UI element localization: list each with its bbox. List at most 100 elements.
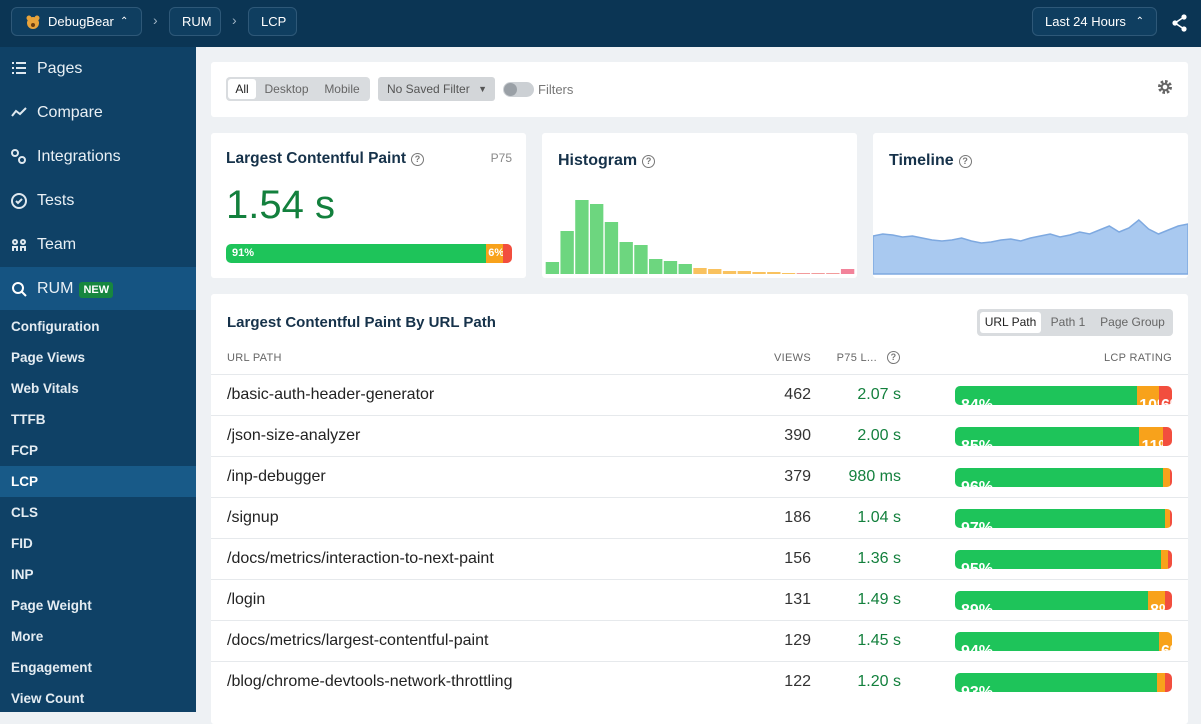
sub-nav-item[interactable]: Configuration <box>11 319 100 334</box>
device-option[interactable]: Desktop <box>264 82 309 96</box>
sub-nav-item[interactable]: View Count <box>11 691 85 706</box>
share-icon[interactable] <box>1172 14 1188 32</box>
sub-nav-item[interactable]: FCP <box>11 443 38 458</box>
rating-bar: 96% <box>955 468 1172 487</box>
url-path: /login <box>227 591 266 608</box>
histogram-bar <box>604 222 619 274</box>
nav-icon <box>11 149 27 164</box>
rating-label: 96% <box>961 479 993 487</box>
project-selector[interactable]: DebugBear ⌃ <box>11 7 142 36</box>
histogram-chart <box>545 200 855 274</box>
sub-nav-item[interactable]: Engagement <box>11 660 93 675</box>
filter-switch[interactable] <box>503 82 534 97</box>
nav-item-active[interactable]: RUM NEW <box>0 267 196 310</box>
table-row[interactable]: /blog/chrome-devtools-network-throttling… <box>211 661 1188 702</box>
p75-lcp: 1.36 s <box>857 550 901 567</box>
p75-lcp: 980 ms <box>848 468 901 485</box>
rating-segment: 6% <box>486 244 504 263</box>
nav-label: Team <box>37 236 77 253</box>
new-badge: NEW <box>79 282 114 298</box>
nav-label: Tests <box>37 192 75 209</box>
rating-segment <box>1167 550 1172 569</box>
summary-card: Largest Contentful Paint? P75 1.54 s 91%… <box>211 133 526 278</box>
rating-label: 85% <box>961 438 993 446</box>
icon-shape <box>11 149 27 164</box>
sub-nav-item[interactable]: Page Weight <box>11 598 92 613</box>
rating-segment: 6% <box>1158 386 1172 405</box>
top-bar: DebugBear ⌃ › RUM › LCP Last 24 Hours ⌃ <box>0 0 1201 47</box>
url-path: /docs/metrics/interaction-to-next-paint <box>227 550 494 567</box>
sub-nav-item[interactable]: Web Vitals <box>11 381 79 396</box>
table-row[interactable]: /docs/metrics/interaction-to-next-paint 1… <box>211 538 1188 579</box>
column-header: LCP RATING <box>1104 352 1172 364</box>
rating-segment: 6% <box>1158 632 1172 651</box>
group-tab[interactable]: URL Path <box>980 312 1041 333</box>
sub-nav-item-active[interactable]: LCP <box>0 466 196 497</box>
sub-nav-item[interactable]: CLS <box>11 505 38 520</box>
device-option[interactable]: Mobile <box>324 82 360 96</box>
settings-icon[interactable] <box>1157 79 1173 95</box>
histogram-bar <box>619 242 633 274</box>
rating-label: 11% <box>1141 438 1163 446</box>
device-option[interactable]: All <box>228 79 256 99</box>
nav-item[interactable]: Tests <box>0 179 196 223</box>
table-row[interactable]: /signup 186 1.04 s 97% <box>211 497 1188 538</box>
filter-label: Filters <box>538 82 574 97</box>
group-tab[interactable]: Path 1 <box>1050 315 1086 329</box>
breadcrumb[interactable]: RUM <box>169 7 221 36</box>
saved-filter-label: No Saved Filter <box>387 82 470 96</box>
nav-item[interactable]: Team <box>0 223 196 267</box>
sub-nav-item[interactable]: INP <box>11 567 34 582</box>
table-row[interactable]: /login 131 1.49 s 89% 8% <box>211 579 1188 620</box>
rating-segment: 8% <box>1148 591 1166 610</box>
histogram-bar <box>722 271 737 274</box>
rating-label: 97% <box>961 520 993 528</box>
rating-segment: 84% <box>955 386 1138 405</box>
url-path: /blog/chrome-devtools-network-throttling <box>227 673 513 690</box>
sub-nav-item[interactable]: FID <box>11 536 33 551</box>
nav-icon <box>11 193 27 209</box>
rating-bar: 89% 8% <box>955 591 1172 610</box>
group-tab[interactable]: Page Group <box>1100 315 1165 329</box>
url-path: /basic-auth-header-generator <box>227 386 435 403</box>
views: 156 <box>784 550 811 567</box>
table-row[interactable]: /json-size-analyzer 390 2.00 s 85% 11% <box>211 415 1188 456</box>
views: 390 <box>784 427 811 444</box>
p75-lcp: 2.07 s <box>857 386 901 403</box>
project-name: DebugBear <box>48 14 114 29</box>
timeline-chart <box>873 219 1188 275</box>
rating-segment <box>1161 550 1168 569</box>
nav-item[interactable]: Integrations <box>0 135 196 179</box>
views: 462 <box>784 386 811 403</box>
sub-nav-item[interactable]: Page Views <box>11 350 86 365</box>
rating-label: 6% <box>1161 643 1172 651</box>
icon-shape <box>11 107 27 117</box>
table-row[interactable]: /docs/metrics/largest-contentful-paint 12… <box>211 620 1188 661</box>
histogram-bar <box>840 269 855 274</box>
histogram-bar <box>634 245 648 274</box>
nav-icon <box>12 62 26 74</box>
saved-filter[interactable]: No Saved Filter ▼ <box>378 77 495 101</box>
stat-label: P75 <box>490 151 512 165</box>
table-row[interactable]: /basic-auth-header-generator 462 2.07 s 84%… <box>211 374 1188 415</box>
sub-nav-item[interactable]: More <box>11 629 44 644</box>
time-range-selector[interactable]: Last 24 Hours ⌃ <box>1032 7 1157 36</box>
nav-icon <box>11 107 27 117</box>
timeline-area <box>873 219 1188 275</box>
column-header: URL PATH <box>227 352 282 364</box>
histogram-bar <box>545 262 560 274</box>
views: 186 <box>784 509 811 526</box>
table-row[interactable]: /inp-debugger 379 980 ms 96% <box>211 456 1188 497</box>
breadcrumb[interactable]: LCP <box>248 7 297 36</box>
timeline-card: Timeline? <box>873 133 1188 278</box>
histogram-bar <box>663 261 678 274</box>
rating-label: 89% <box>961 602 993 610</box>
device-toggle: All Desktop Mobile <box>226 77 370 101</box>
views: 379 <box>784 468 811 485</box>
sub-nav-item[interactable]: TTFB <box>11 412 46 427</box>
rating-bar: 97% <box>955 509 1172 528</box>
nav-item[interactable]: Compare <box>0 91 196 135</box>
nav-item[interactable]: Pages <box>0 47 196 91</box>
